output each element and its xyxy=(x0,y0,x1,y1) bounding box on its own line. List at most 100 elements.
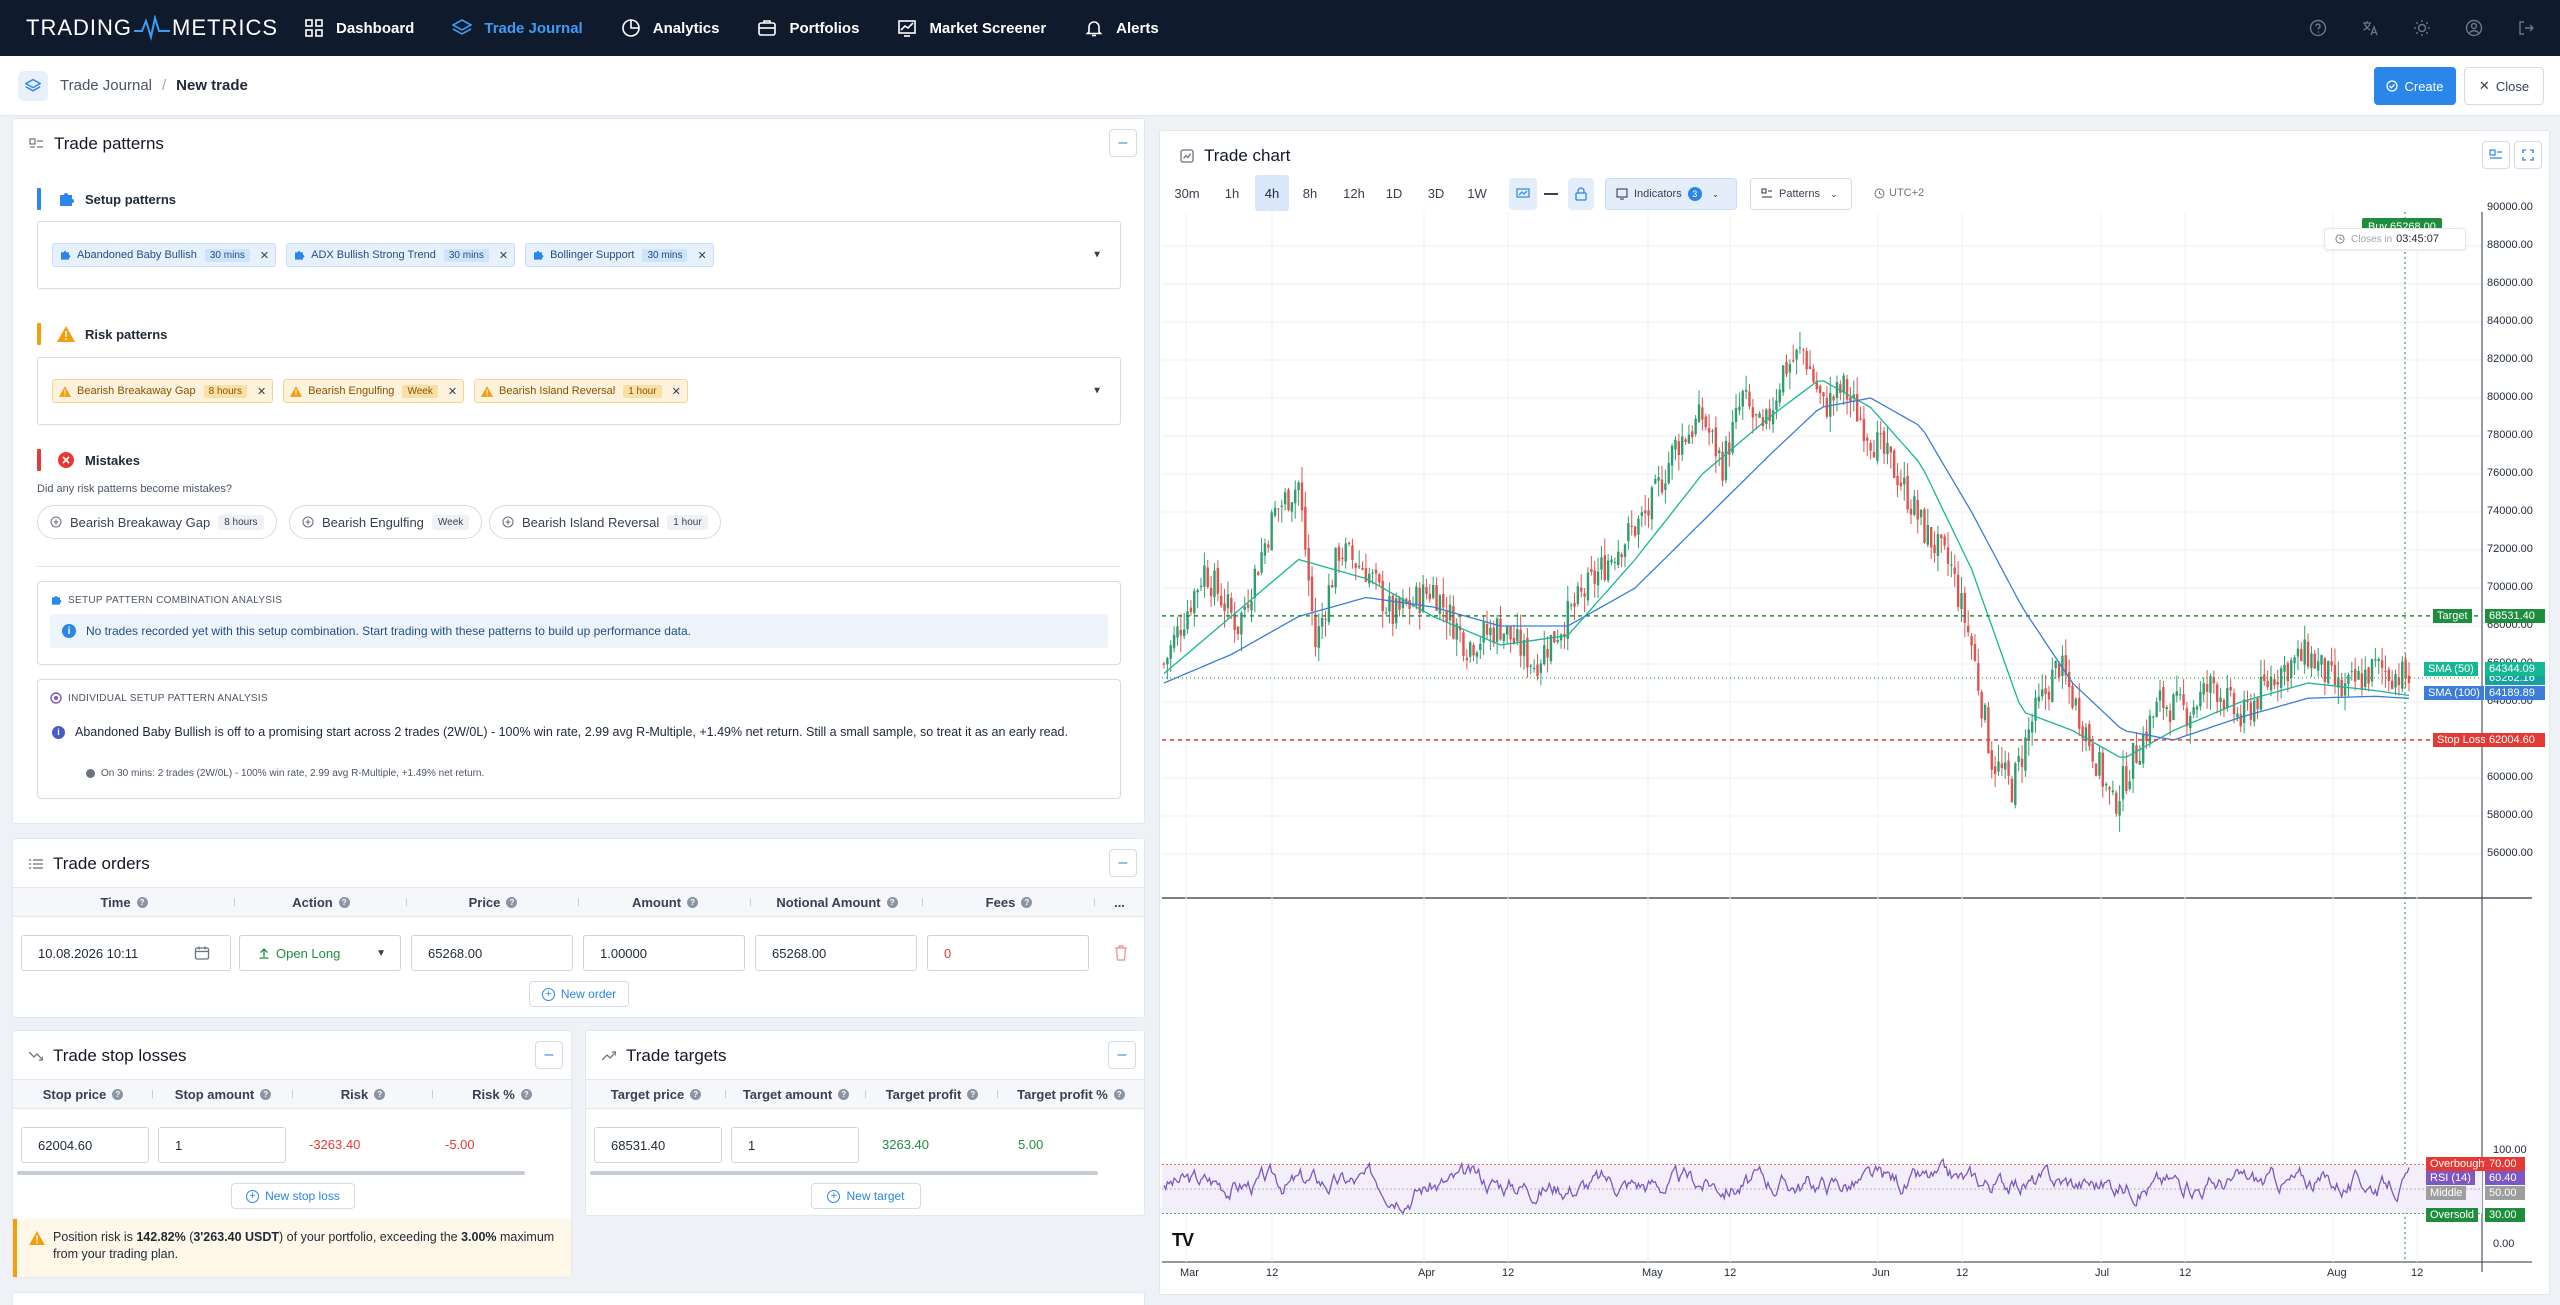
timezone-label[interactable]: UTC+2 xyxy=(1874,187,1924,199)
candle-body xyxy=(1946,547,1950,564)
mistake-pill[interactable]: Bearish Engulfing Week xyxy=(289,505,483,539)
nav-alerts[interactable]: Alerts xyxy=(1084,18,1159,38)
nav-analytics[interactable]: Analytics xyxy=(621,18,719,38)
chevron-down-icon[interactable]: ▼ xyxy=(1092,385,1102,397)
question-icon: ? xyxy=(136,896,148,908)
close-button[interactable]: ✕ Close xyxy=(2464,67,2544,105)
candle-body xyxy=(1566,601,1569,639)
pattern-chip[interactable]: Bollinger Support 30 mins ✕ xyxy=(525,243,714,267)
order-action-select[interactable]: Open Long ▼ xyxy=(239,935,401,971)
stops-collapse-button[interactable]: – xyxy=(535,1041,563,1069)
help-icon[interactable] xyxy=(2308,18,2328,38)
timeframe-1W[interactable]: 1W xyxy=(1467,185,1487,201)
app-logo[interactable]: TRADING METRICS xyxy=(26,15,278,41)
candle-body xyxy=(1795,349,1798,360)
stop-amount-input[interactable]: 1 xyxy=(158,1127,286,1163)
candle-body xyxy=(1694,418,1697,435)
chart-fullscreen-button[interactable] xyxy=(2514,141,2542,169)
risk-patterns-label: Risk patterns xyxy=(85,326,168,342)
price-line-tag: Stop Loss xyxy=(2433,732,2490,747)
price-chart[interactable] xyxy=(1162,212,2532,1292)
targets-horizontal-scrollbar[interactable] xyxy=(590,1171,1098,1175)
pattern-chip[interactable]: Bearish Engulfing Week ✕ xyxy=(283,379,465,403)
mistake-pill[interactable]: Bearish Breakaway Gap 8 hours xyxy=(37,505,277,539)
new-target-button[interactable]: + New target xyxy=(811,1183,921,1209)
order-notional-input[interactable]: 65268.00 xyxy=(755,935,917,971)
sun-icon[interactable] xyxy=(2412,18,2432,38)
horizontal-line-tool[interactable] xyxy=(1544,193,1558,195)
timeframe-30m[interactable]: 30m xyxy=(1174,185,1200,201)
nav-market-screener[interactable]: Market Screener xyxy=(897,18,1046,38)
trash-icon[interactable] xyxy=(1113,944,1129,962)
targets-collapse-button[interactable]: – xyxy=(1108,1041,1136,1069)
sma-tag: SMA (50) xyxy=(2424,661,2478,676)
drawing-tool-button[interactable] xyxy=(1509,178,1537,210)
order-amount-input[interactable]: 1.00000 xyxy=(583,935,745,971)
col-more[interactable]: ... xyxy=(1095,888,1144,916)
remove-chip-icon[interactable]: ✕ xyxy=(697,249,707,262)
timeframe-3D[interactable]: 3D xyxy=(1427,185,1445,201)
candle-body xyxy=(2131,742,2135,779)
remove-chip-icon[interactable]: ✕ xyxy=(498,249,509,262)
nav-dashboard[interactable]: Dashboard xyxy=(304,18,414,38)
lock-button[interactable] xyxy=(1568,178,1594,210)
remove-chip-icon[interactable]: ✕ xyxy=(447,385,458,398)
chevron-down-icon[interactable]: ▼ xyxy=(1092,249,1102,261)
trade-chart-title: Trade chart xyxy=(1180,146,1290,166)
stops-horizontal-scrollbar[interactable] xyxy=(17,1171,525,1175)
nav-portfolios[interactable]: Portfolios xyxy=(757,18,859,38)
remove-chip-icon[interactable]: ✕ xyxy=(671,385,681,398)
order-price-input[interactable]: 65268.00 xyxy=(411,935,573,971)
timeframe-4h[interactable]: 4h xyxy=(1255,175,1289,211)
candle-body xyxy=(1267,544,1270,548)
candle-body xyxy=(1304,506,1307,550)
order-time-input[interactable]: 10.08.2026 10:11 xyxy=(21,935,231,971)
candle-body xyxy=(1418,587,1421,613)
pattern-chip[interactable]: Abandoned Baby Bullish 30 mins ✕ xyxy=(52,243,277,267)
remove-chip-icon[interactable]: ✕ xyxy=(256,385,267,398)
calendar-icon[interactable] xyxy=(194,945,210,961)
breadcrumb-parent[interactable]: Trade Journal xyxy=(60,77,152,94)
question-icon: ? xyxy=(687,896,699,908)
target-price-input[interactable]: 68531.40 xyxy=(594,1127,722,1163)
timeframe-1D[interactable]: 1D xyxy=(1385,185,1403,201)
target-amount-input[interactable]: 1 xyxy=(731,1127,859,1163)
trade-stop-losses-title: Trade stop losses xyxy=(29,1046,187,1066)
patterns-button[interactable]: Patterns ⌄ xyxy=(1750,178,1852,210)
nav-trade-journal[interactable]: Trade Journal xyxy=(452,18,583,38)
chart-layout-button[interactable] xyxy=(2482,141,2510,169)
order-fees-input[interactable]: 0 xyxy=(927,935,1089,971)
stop-price-input[interactable]: 62004.60 xyxy=(21,1127,149,1163)
new-stop-loss-button[interactable]: + New stop loss xyxy=(231,1183,355,1209)
risk-patterns-select[interactable]: Bearish Breakaway Gap 8 hours ✕ Bearish Eng… xyxy=(37,357,1121,425)
candle-body xyxy=(1445,611,1448,623)
candle-body xyxy=(1176,626,1179,638)
user-icon[interactable] xyxy=(2464,18,2484,38)
timeframe-12h[interactable]: 12h xyxy=(1343,185,1365,201)
new-order-button[interactable]: + New order xyxy=(529,981,629,1007)
candle-body xyxy=(1384,612,1388,614)
candle-body xyxy=(1993,766,1997,774)
translate-icon[interactable] xyxy=(2360,18,2380,38)
timeframe-8h[interactable]: 8h xyxy=(1302,185,1318,201)
chip-label: ADX Bullish Strong Trend xyxy=(311,249,436,261)
pattern-chip[interactable]: Bearish Breakaway Gap 8 hours ✕ xyxy=(52,379,274,403)
candle-body xyxy=(2293,657,2296,664)
col-notional-label: Notional Amount xyxy=(776,894,881,910)
patterns-collapse-button[interactable]: – xyxy=(1109,129,1137,157)
setup-patterns-select[interactable]: Abandoned Baby Bullish 30 mins ✕ ADX Bullis… xyxy=(37,221,1121,289)
candle-body xyxy=(2141,734,2145,764)
logout-icon[interactable] xyxy=(2516,18,2536,38)
mistake-pill[interactable]: Bearish Island Reversal 1 hour xyxy=(489,505,721,539)
candle-body xyxy=(2296,648,2300,657)
candle-body xyxy=(1246,604,1250,608)
candle-body xyxy=(2343,683,2347,696)
orders-collapse-button[interactable]: – xyxy=(1109,849,1137,877)
timeframe-1h[interactable]: 1h xyxy=(1224,185,1240,201)
indicators-button[interactable]: Indicators 3 ⌄ xyxy=(1605,178,1737,210)
remove-chip-icon[interactable]: ✕ xyxy=(259,249,270,262)
mistake-pill-label: Bearish Island Reversal xyxy=(522,514,660,530)
create-button[interactable]: Create xyxy=(2374,67,2456,105)
pattern-chip[interactable]: Bearish Island Reversal 1 hour ✕ xyxy=(474,379,688,403)
pattern-chip[interactable]: ADX Bullish Strong Trend 30 mins ✕ xyxy=(286,243,516,267)
